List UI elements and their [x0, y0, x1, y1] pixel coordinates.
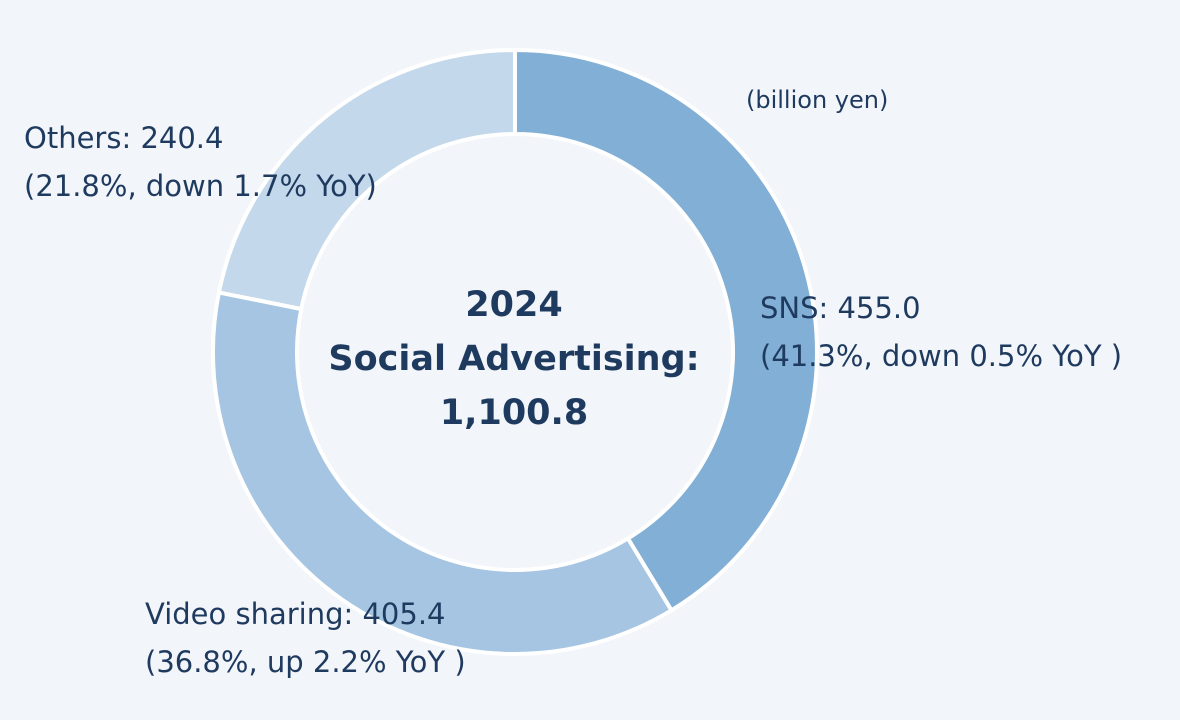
slice-label-others-line2: (21.8%, down 1.7% YoY) [24, 169, 377, 203]
unit-label: (billion yen) [746, 86, 889, 114]
slice-label-video-line2: (36.8%, up 2.2% YoY ) [145, 645, 466, 679]
slice-label-others: Others: 240.4 (21.8%, down 1.7% YoY) [24, 114, 377, 210]
slice-label-video-line1: Video sharing: 405.4 [145, 597, 446, 631]
slice-label-sns-line2: (41.3%, down 0.5% YoY ) [760, 339, 1123, 373]
center-total: 1,100.8 [439, 393, 589, 433]
slice-video-sharing [211, 290, 675, 656]
center-title: Social Advertising: [328, 339, 700, 379]
slice-label-sns: SNS: 455.0 (41.3%, down 0.5% YoY ) [760, 284, 1122, 380]
slice-label-sns-line1: SNS: 455.0 [760, 291, 921, 325]
slice-label-video-sharing: Video sharing: 405.4 (36.8%, up 2.2% YoY… [145, 590, 466, 686]
slice-label-others-line1: Others: 240.4 [24, 121, 224, 155]
center-year: 2024 [465, 285, 563, 325]
slice-others [216, 47, 517, 312]
center-label: 2024 Social Advertising: 1,100.8 [314, 278, 714, 440]
donut-slices [211, 47, 819, 656]
slice-sns [513, 47, 819, 614]
